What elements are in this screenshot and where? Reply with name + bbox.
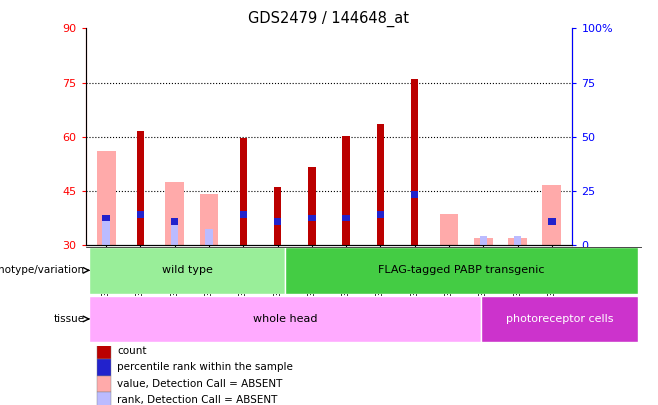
Bar [97,343,111,359]
Text: wild type: wild type [162,265,213,275]
Bar [89,296,481,342]
Bar [137,131,144,245]
Bar [474,238,493,245]
Bar [285,247,638,294]
Bar [548,218,555,225]
Bar [171,218,178,225]
Text: photoreceptor cells: photoreceptor cells [505,314,613,324]
Bar [508,238,527,245]
Text: count: count [117,346,147,356]
Bar [274,218,282,225]
Bar [308,215,316,221]
Bar [97,151,116,245]
Bar [411,79,418,245]
Bar [199,194,218,245]
Bar [103,215,110,221]
Bar [342,136,350,245]
Text: rank, Detection Call = ABSENT: rank, Detection Call = ABSENT [117,395,278,405]
Text: percentile rank within the sample: percentile rank within the sample [117,362,293,373]
Bar [240,139,247,245]
Bar [514,236,521,245]
Bar [171,224,178,245]
Bar [411,191,418,198]
Bar [542,185,561,245]
Bar [97,359,111,376]
Bar [308,167,316,245]
Text: FLAG-tagged PABP transgenic: FLAG-tagged PABP transgenic [378,265,545,275]
Text: genotype/variation: genotype/variation [0,265,85,275]
Text: tissue: tissue [54,314,85,324]
Bar [376,124,384,245]
Bar [342,215,350,221]
Bar [137,211,144,217]
Bar [97,392,111,405]
Bar [274,187,282,245]
Text: value, Detection Call = ABSENT: value, Detection Call = ABSENT [117,379,282,389]
Bar [480,236,487,245]
Bar [440,214,459,245]
Text: whole head: whole head [253,314,317,324]
Bar [97,376,111,392]
Bar [165,182,184,245]
Bar [376,211,384,217]
Bar [481,296,638,342]
Bar [240,211,247,217]
Bar [103,220,110,245]
Title: GDS2479 / 144648_at: GDS2479 / 144648_at [249,11,409,27]
Bar [89,247,285,294]
Bar [205,229,213,245]
